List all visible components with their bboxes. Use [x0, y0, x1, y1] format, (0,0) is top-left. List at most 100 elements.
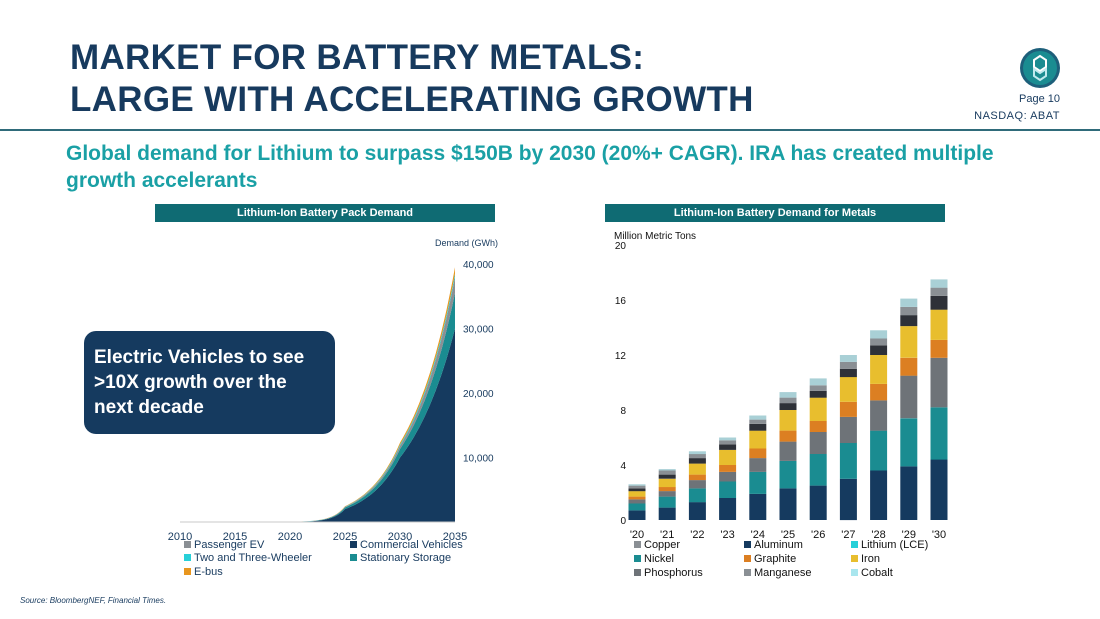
bar-segment-copper [779, 397, 797, 404]
bar-segment-phosphorus [658, 491, 676, 497]
bar-segment-nickel [809, 454, 827, 486]
bar-segment-phosphorus [628, 499, 646, 504]
bar-segment-iron [839, 377, 857, 402]
bar-segment-copper [749, 419, 767, 424]
x-tick-label: 2015 [223, 531, 247, 543]
legend-swatch [184, 541, 191, 548]
y-tick-label: 12 [615, 351, 627, 362]
legend-label: Stationary Storage [360, 552, 451, 564]
bar-segment-manganese [628, 488, 646, 492]
legend-label: Passenger EV [194, 539, 265, 551]
bar-segment-iron [809, 397, 827, 421]
header-divider [0, 129, 1100, 131]
y-tick-label: 8 [620, 406, 626, 417]
y-tick-label: 16 [615, 296, 627, 307]
legend-swatch [350, 554, 357, 561]
x-tick-label: '30 [932, 529, 946, 541]
bar-segment-phosphorus [809, 432, 827, 454]
bar-segment-iron [900, 326, 918, 358]
bar-segment-nickel [749, 471, 767, 494]
page-title-line-1: MARKET FOR BATTERY METALS: [70, 38, 645, 77]
legend-swatch [350, 541, 357, 548]
x-tick-label: '23 [720, 529, 734, 541]
bar-segment-nickel [900, 418, 918, 467]
callout-line-2: >10X growth over the [94, 372, 287, 393]
bar-segment-manganese [658, 474, 676, 479]
bar-segment-aluminum [688, 502, 706, 520]
bar-segment-copper [719, 440, 737, 445]
bar-segment-cobalt [900, 298, 918, 307]
legend-label: Nickel [644, 553, 674, 565]
bar-segment-copper [809, 385, 827, 391]
bar-segment-iron [658, 478, 676, 488]
y-tick-label: 20 [615, 241, 627, 252]
bar-segment-aluminum [719, 498, 737, 520]
left-chart-title: Lithium-Ion Battery Pack Demand [155, 204, 495, 222]
x-tick-label: '29 [902, 529, 916, 541]
x-tick-label: '21 [660, 529, 674, 541]
bar-segment-phosphorus [930, 357, 948, 408]
bar-segment-aluminum [809, 485, 827, 520]
bar-segment-aluminum [839, 478, 857, 521]
legend-swatch [184, 568, 191, 575]
bar-segment-iron [688, 463, 706, 475]
legend-label: Phosphorus [644, 567, 703, 579]
y-axis-title: Million Metric Tons [614, 231, 696, 242]
y-tick-label: 4 [620, 461, 626, 472]
callout-line-3: next decade [94, 397, 204, 418]
bar-segment-nickel [628, 503, 646, 511]
bar-segment-phosphorus [749, 458, 767, 472]
slide-subtitle: Global demand for Lithium to surpass $15… [66, 142, 994, 192]
bar-segment-cobalt [628, 484, 646, 486]
bar-segment-copper [870, 338, 888, 346]
bar-segment-phosphorus [900, 375, 918, 419]
stock-ticker: NASDAQ: ABAT [974, 110, 1060, 122]
right-chart-title: Lithium-Ion Battery Demand for Metals [605, 204, 945, 222]
bar-segment-copper [628, 485, 646, 489]
page-title-line-2: LARGE WITH ACCELERATING GROWTH [70, 80, 754, 119]
bar-segment-manganese [809, 390, 827, 398]
legend-swatch [184, 554, 191, 561]
y-tick-label: 40,000 [463, 260, 494, 271]
legend-label: Graphite [754, 553, 796, 565]
ev-growth-callout: Electric Vehicles to see >10X growth ove… [84, 331, 335, 434]
y-tick-label: 30,000 [463, 325, 494, 336]
bar-segment-aluminum [870, 470, 888, 520]
legend-swatch [851, 555, 858, 562]
bar-segment-copper [900, 306, 918, 316]
x-tick-label: 2010 [168, 531, 192, 543]
legend-swatch [744, 555, 751, 562]
y-axis-title: Demand (GWh) [435, 238, 498, 248]
bar-segment-phosphorus [719, 471, 737, 482]
bar-segment-cobalt [809, 378, 827, 386]
bar-segment-manganese [900, 315, 918, 327]
bar-segment-graphite [839, 401, 857, 417]
bar-segment-manganese [779, 403, 797, 410]
bar-segment-manganese [719, 444, 737, 450]
bar-segment-graphite [658, 487, 676, 492]
bar-segment-nickel [779, 460, 797, 489]
page-number: Page 10 [1019, 93, 1060, 105]
bar-segment-nickel [688, 488, 706, 503]
legend-swatch [634, 555, 641, 562]
bar-segment-aluminum [658, 507, 676, 520]
bar-segment-cobalt [870, 330, 888, 339]
bar-segment-iron [930, 309, 948, 340]
bar-segment-phosphorus [688, 480, 706, 489]
bar-segment-manganese [688, 458, 706, 464]
x-tick-label: 2020 [278, 531, 302, 543]
y-tick-label: 20,000 [463, 389, 494, 400]
x-tick-label: '22 [690, 529, 704, 541]
bar-segment-copper [688, 454, 706, 459]
company-logo-icon [1020, 48, 1060, 88]
x-tick-label: 2030 [388, 531, 412, 543]
bar-segment-copper [930, 287, 948, 296]
bar-segment-aluminum [779, 488, 797, 520]
legend-label: Two and Three-Wheeler [194, 552, 312, 564]
bar-segment-manganese [839, 368, 857, 378]
bar-segment-phosphorus [779, 441, 797, 461]
bar-segment-iron [779, 410, 797, 431]
bar-segment-aluminum [930, 459, 948, 520]
